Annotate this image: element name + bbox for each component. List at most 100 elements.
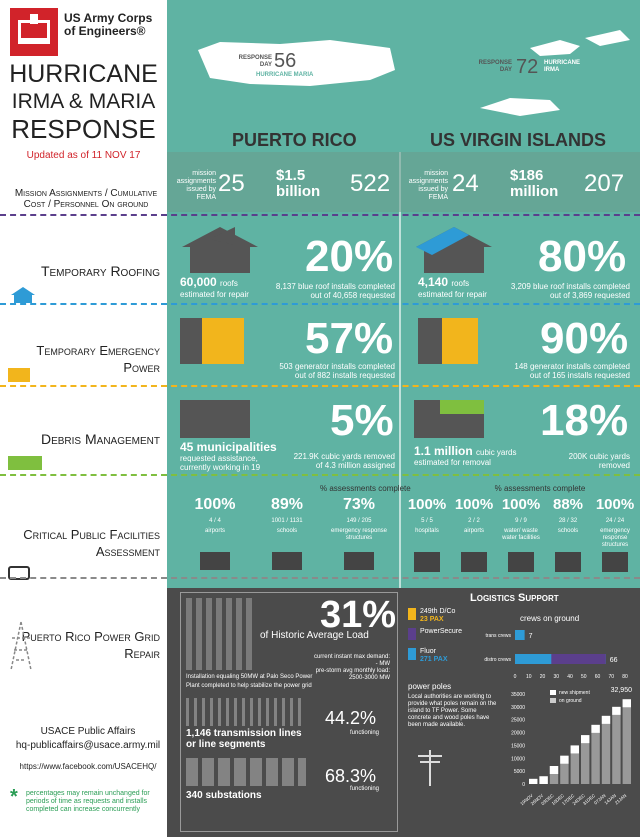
grid-pct: 31% bbox=[320, 594, 397, 636]
grid-subs-pct: 68.3% bbox=[325, 766, 377, 786]
crew-tick: 50 bbox=[581, 674, 587, 680]
usvi-fac-icon bbox=[508, 552, 534, 572]
usvi-fac-icon bbox=[461, 552, 487, 572]
usvi-roof-detail2: out of 3,869 requested bbox=[549, 291, 630, 300]
generator-icon bbox=[8, 368, 30, 382]
usvi-debris-sub: estimated for removal bbox=[414, 458, 491, 467]
grid-demand1: current instant max demand: bbox=[313, 654, 390, 660]
crews-chart: trans crews 7 distro crews 66 0 10 20 30 40 50 60 7… bbox=[484, 630, 628, 680]
usvi-missions: 24 bbox=[452, 170, 479, 197]
crew-tick: 0 bbox=[514, 674, 517, 680]
pr-day-label: RESPONSE DAY bbox=[238, 55, 272, 68]
crew-value: 66 bbox=[610, 657, 618, 664]
pr-truck bbox=[180, 400, 250, 438]
usvi-roofs-count: 4,140 bbox=[418, 275, 449, 289]
poles-ytick: 5000 bbox=[514, 769, 525, 775]
usvi-debris-amount: 1.1 million bbox=[414, 444, 473, 458]
pr-roof-detail1: 8,137 blue roof installs completed bbox=[275, 282, 395, 291]
poles-legend-swatch bbox=[550, 690, 556, 695]
usvi-fac-pct: 100% bbox=[454, 496, 494, 513]
power-pole-icon bbox=[418, 750, 442, 786]
poles-bar bbox=[612, 706, 621, 784]
legend-cost: Cumulative Cost bbox=[23, 188, 158, 210]
crew-tick: 40 bbox=[567, 674, 573, 680]
pao-name: USACE Public Affairs bbox=[40, 726, 136, 737]
pr-fac-name: airports bbox=[204, 528, 225, 534]
usvi-map bbox=[480, 30, 630, 116]
crew-bar bbox=[515, 630, 525, 640]
poles-bar bbox=[622, 699, 631, 784]
separator-4 bbox=[0, 474, 640, 476]
unit-name: 249th D/Co bbox=[420, 608, 456, 615]
grid-pct-label: of Historic Average Load bbox=[260, 630, 369, 641]
legend-mission: Mission Assignments bbox=[14, 188, 103, 199]
pr-roof-pct: 20% bbox=[305, 232, 394, 281]
unit-name: Fluor bbox=[420, 648, 436, 655]
pr-fac-name: emergency response structures bbox=[330, 528, 388, 541]
usvi-fac-pct: 100% bbox=[407, 496, 447, 513]
crew-tick: 70 bbox=[608, 674, 614, 680]
usvi-power-detail1: 148 generator installs completed bbox=[514, 362, 630, 371]
pr-roofs-count: 60,000 bbox=[180, 275, 217, 289]
roofing-title: Temporary Roofing bbox=[40, 263, 160, 279]
usvi-fac-name: hospitals bbox=[415, 528, 439, 534]
poles-bar-top bbox=[622, 699, 631, 708]
pr-fac-count: 149 / 205 bbox=[346, 518, 372, 524]
tower-grid-icons bbox=[186, 698, 306, 726]
usvi-stats-label: mission assignments issued by FEMA bbox=[408, 170, 448, 201]
facilities-title: Critical Public Facilities Assessment bbox=[23, 527, 160, 559]
substation-icons bbox=[186, 758, 306, 786]
asterisk-icon: * bbox=[10, 786, 18, 808]
house-grid-icons bbox=[186, 598, 256, 670]
usvi-fac-name: schools bbox=[557, 528, 579, 534]
pr-power-detail2: out of 882 installs requested bbox=[294, 371, 395, 380]
grid-box bbox=[180, 592, 398, 832]
pr-fac-name: schools bbox=[276, 528, 298, 534]
pr-debris-pct: 5% bbox=[330, 396, 394, 445]
unit-pax: 271 PAX bbox=[420, 656, 448, 663]
usvi-roof-detail1: 3,209 blue roof installs completed bbox=[510, 282, 630, 291]
poles-bar bbox=[591, 724, 600, 784]
power-tower-icon bbox=[10, 621, 32, 671]
stats-band bbox=[167, 152, 640, 212]
separator-2 bbox=[0, 303, 640, 305]
usvi-day-label: RESPONSE DAY bbox=[478, 60, 512, 73]
pr-fac-pct: 100% bbox=[194, 496, 236, 513]
pr-day: 56 bbox=[274, 50, 297, 72]
usvi-heading: US VIRGIN ISLANDS bbox=[430, 130, 607, 150]
usvi-roofs-sub: estimated for repair bbox=[418, 290, 487, 299]
usvi-power-detail2: out of 165 installs requested bbox=[529, 371, 630, 380]
usvi-truck bbox=[414, 400, 484, 438]
poles-bar bbox=[560, 755, 569, 784]
pao-email[interactable]: hq-publicaffairs@usace.army.mil bbox=[15, 740, 161, 751]
poles-legend-swatch bbox=[550, 698, 556, 703]
pr-roof-detail2: out of 40,658 requested bbox=[310, 291, 395, 300]
pr-roofs-label: roofs bbox=[220, 279, 238, 288]
column-divider bbox=[399, 152, 401, 588]
tape-measure-icon bbox=[8, 566, 30, 580]
facilities-caption: % assessments complete bbox=[494, 484, 586, 493]
poles-bar-top bbox=[539, 776, 548, 784]
pr-fac-icon bbox=[272, 552, 302, 570]
usvi-cost: $186 million bbox=[510, 167, 559, 200]
facebook-link[interactable]: https://www.facebook.com/USACEHQ/ bbox=[19, 762, 157, 771]
pr-heading: PUERTO RICO bbox=[232, 130, 357, 150]
usvi-debris-main: 1.1 million cubic yards bbox=[414, 444, 517, 458]
usvi-debris-detail2: removed bbox=[598, 461, 630, 470]
updated-date: Updated as of 11 NOV 17 bbox=[26, 150, 141, 161]
usvi-fac-name: airports bbox=[463, 528, 484, 534]
poles-top-label: 32,950 bbox=[611, 687, 633, 694]
poles-legend-label: on ground bbox=[559, 698, 582, 704]
usvi-fac-pct: 100% bbox=[501, 496, 541, 513]
stats-legend: Mission Assignments / Cumulative Cost / … bbox=[14, 188, 158, 210]
poles-ytick: 30000 bbox=[511, 705, 525, 711]
poles-bar-top bbox=[549, 766, 559, 774]
pr-power-detail1: 503 generator installs completed bbox=[279, 362, 395, 371]
usvi-roofs-label: roofs bbox=[451, 279, 470, 288]
usvi-roof-icon bbox=[416, 227, 492, 273]
poles-text: Local authorities are working to provide… bbox=[408, 694, 497, 728]
grid-demand2: - MW bbox=[375, 661, 390, 667]
crew-label: distro crews bbox=[484, 657, 511, 663]
pr-generator bbox=[180, 318, 244, 364]
pr-roofs: 60,000 roofs bbox=[180, 275, 238, 289]
